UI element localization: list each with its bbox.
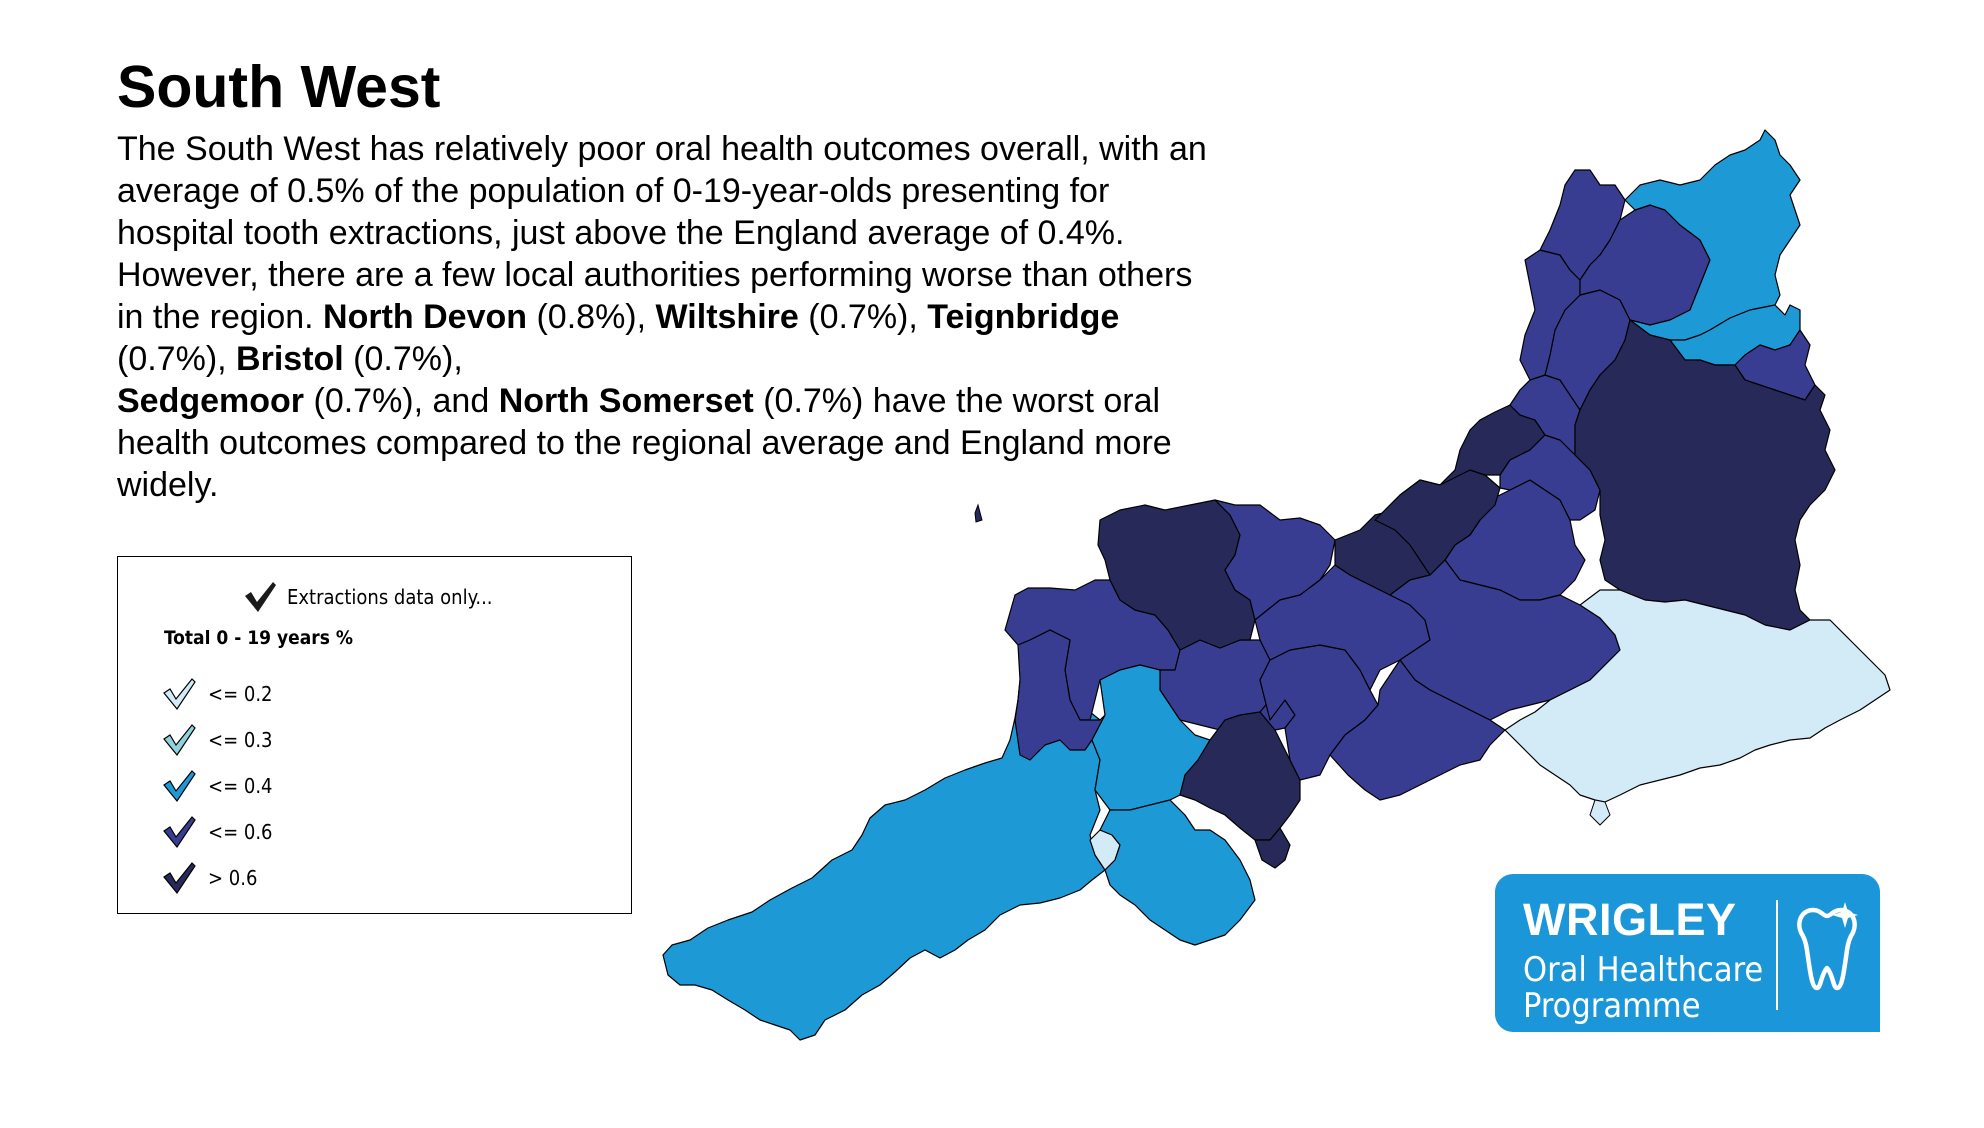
legend-item-label: <= 0.4	[208, 774, 273, 798]
region-teignbridge	[1179, 711, 1301, 841]
logo-brand: WRIGLEY	[1523, 894, 1737, 945]
legend-item: <= 0.3	[162, 717, 272, 763]
legend-item: <= 0.6	[162, 809, 272, 855]
legend-item-label: <= 0.2	[208, 682, 273, 706]
legend-item: <= 0.4	[162, 763, 272, 809]
legend-item: <= 0.2	[162, 671, 272, 717]
check-icon	[163, 770, 196, 803]
legend-subtitle: Total 0 - 19 years %	[164, 627, 353, 649]
legend-item: > 0.6	[162, 855, 272, 901]
check-icon	[163, 816, 196, 849]
check-icon	[163, 862, 196, 895]
check-icon	[245, 582, 276, 612]
legend-header-text: Extractions data only...	[287, 585, 493, 609]
authority-name: North Devon	[323, 298, 528, 336]
authority-name: North Somerset	[498, 382, 754, 420]
legend-item-label: <= 0.3	[208, 728, 273, 752]
authority-value: (0.7%),	[117, 340, 237, 378]
region-somerset-west	[1097, 499, 1256, 651]
page-title: South West	[117, 54, 441, 120]
description-intro: The South West has relatively poor oral …	[117, 130, 1207, 336]
region-lundy	[974, 503, 983, 523]
authority-name: Sedgemoor	[117, 382, 305, 420]
tooth-icon	[1797, 902, 1858, 991]
logo-divider	[1776, 900, 1778, 1010]
region-south-hams	[1099, 799, 1256, 946]
authority-name: Bristol	[236, 340, 344, 378]
region-north-cotswold	[1624, 129, 1801, 341]
region-torbay	[1254, 827, 1291, 869]
authority-name: Teignbridge	[927, 298, 1120, 336]
region-bath	[1499, 434, 1601, 521]
authority-value: (0.7%),	[798, 298, 928, 336]
legend-item-label: <= 0.6	[208, 820, 273, 844]
authority-value: (0.7%),	[343, 340, 463, 378]
legend-box: Extractions data only... Total 0 - 19 ye…	[117, 556, 632, 914]
legend-header: Extractions data only...	[243, 579, 493, 615]
region-wiltshire	[1574, 319, 1836, 631]
check-icon	[163, 678, 196, 711]
logo-line-1: Oral Healthcare	[1523, 950, 1764, 990]
authority-value: (0.7%), and	[304, 382, 499, 420]
authority-value: (0.7%) have the worst oral health outcom…	[117, 382, 1172, 504]
legend-item-label: > 0.6	[208, 866, 258, 890]
region-dorset	[1504, 589, 1891, 803]
logo-line-2: Programme	[1523, 986, 1701, 1026]
description-paragraph: The South West has relatively poor oral …	[117, 128, 1217, 506]
check-icon	[163, 724, 196, 757]
wrigley-logo: WRIGLEY Oral Healthcare Programme	[1495, 874, 1880, 1032]
authority-name: Wiltshire	[655, 298, 799, 336]
legend-items: <= 0.2 <= 0.3 <= 0.4 <= 0.6 > 0.6	[162, 671, 272, 901]
region-west-dorset	[1329, 659, 1506, 801]
region-portland	[1589, 799, 1611, 826]
authority-value: (0.8%),	[527, 298, 656, 336]
